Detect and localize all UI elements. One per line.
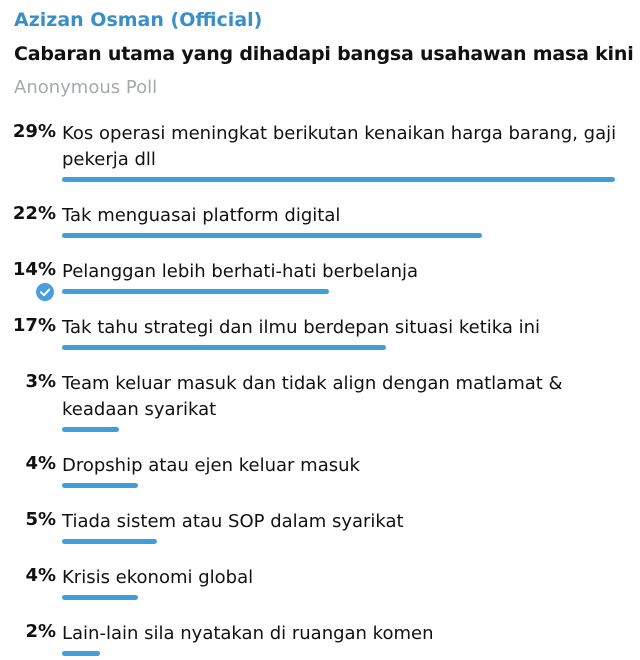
option-result-bar (62, 595, 138, 600)
check-circle-icon (36, 283, 54, 301)
option-text: Krisis ekonomi global (62, 567, 254, 588)
option-result-bar (62, 651, 100, 656)
option-result-bar (62, 233, 482, 238)
option-percent: 5% (25, 509, 56, 530)
poll-question: Cabaran utama yang dihadapi bangsa usaha… (14, 43, 634, 65)
option-percent: 4% (25, 565, 56, 586)
option-text: Dropship atau ejen keluar masuk (62, 455, 360, 476)
channel-name[interactable]: Azizan Osman (Official) (14, 9, 263, 31)
option-percent: 2% (25, 621, 56, 642)
option-text: Pelanggan lebih berhati-hati berbelanja (62, 261, 419, 282)
option-result-bar (62, 345, 386, 350)
option-percent: 4% (25, 453, 56, 474)
option-result-bar (62, 427, 119, 432)
option-text: Kos operasi meningkat berikutan kenaikan… (62, 123, 617, 170)
option-percent: 3% (25, 371, 56, 392)
option-percent: 17% (12, 315, 56, 336)
option-percent: 29% (12, 121, 56, 142)
option-text: Tak menguasai platform digital (62, 205, 341, 226)
option-text: Tak tahu strategi dan ilmu berdepan situ… (62, 317, 541, 338)
option-result-bar (62, 289, 329, 294)
option-text: Tiada sistem atau SOP dalam syarikat (62, 511, 404, 532)
option-result-bar (62, 539, 157, 544)
option-percent: 14% (12, 259, 56, 280)
option-result-bar (62, 177, 615, 182)
option-result-bar (62, 483, 138, 488)
option-text: Lain-lain sila nyatakan di ruangan komen (62, 623, 434, 644)
poll-type-label: Anonymous Poll (14, 77, 158, 98)
option-text: Team keluar masuk dan tidak align dengan… (62, 373, 563, 420)
option-percent: 22% (12, 203, 56, 224)
